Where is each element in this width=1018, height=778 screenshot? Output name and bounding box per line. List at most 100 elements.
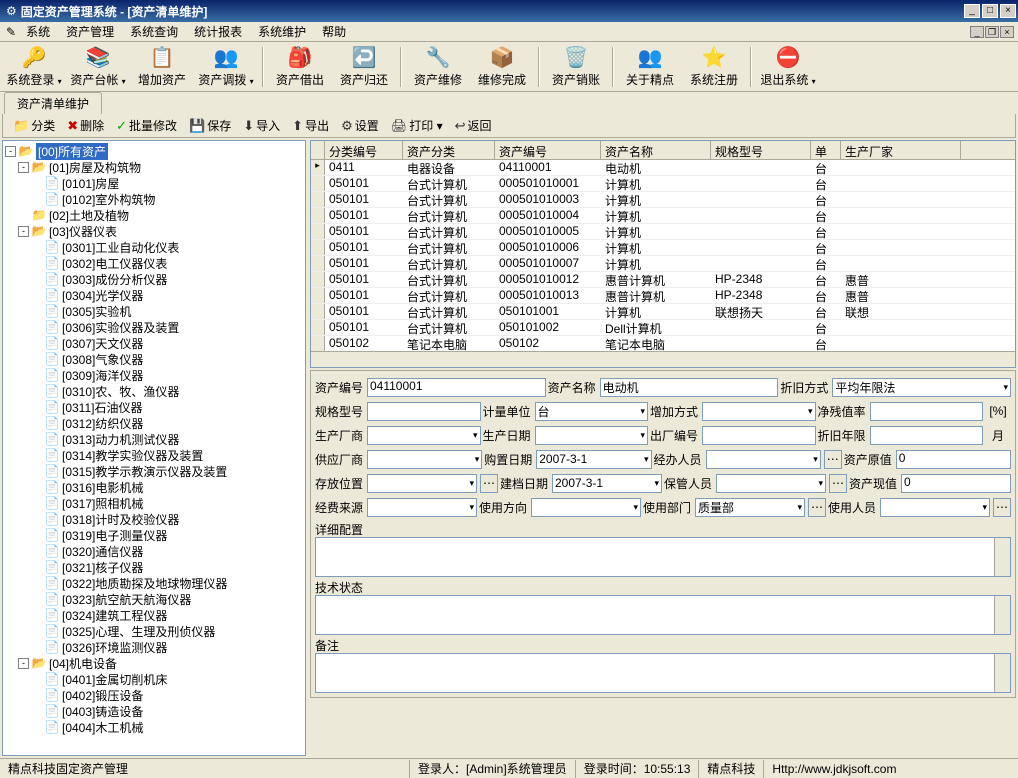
tree-node[interactable]: -📂[04]机电设备 xyxy=(5,655,303,671)
tree-node[interactable]: 📄[0404]木工机械 xyxy=(5,719,303,735)
col-资产名称[interactable]: 资产名称 xyxy=(601,141,711,159)
sb-设置[interactable]: ⚙设置 xyxy=(335,115,385,136)
table-row[interactable]: ▸0411电器设备04110001电动机台 xyxy=(311,160,1015,176)
input-规格型号[interactable] xyxy=(367,402,481,421)
input-折旧年限[interactable] xyxy=(870,426,984,445)
input-存放位置[interactable] xyxy=(367,474,477,493)
col-分类编号[interactable]: 分类编号 xyxy=(325,141,403,159)
tree-node[interactable]: 📄[0323]航空航天航海仪器 xyxy=(5,591,303,607)
tree-node[interactable]: 📄[0305]实验机 xyxy=(5,303,303,319)
lookup-button[interactable]: ⋯ xyxy=(480,474,498,493)
tb-资产维修[interactable]: 🔧资产维修 xyxy=(406,44,470,90)
table-row[interactable]: 050101台式计算机000501010004计算机台 xyxy=(311,208,1015,224)
tree-node[interactable]: 📄[0313]动力机测试仪器 xyxy=(5,431,303,447)
tree-node[interactable]: 📄[0403]铸造设备 xyxy=(5,703,303,719)
tree-node[interactable]: 📄[0318]计时及校验仪器 xyxy=(5,511,303,527)
tree-node[interactable]: 📄[0401]金属切削机床 xyxy=(5,671,303,687)
input-资产原值[interactable]: 0 xyxy=(896,450,1011,469)
tree-node[interactable]: 📄[0321]核子仪器 xyxy=(5,559,303,575)
input-建档日期[interactable]: 2007-3-1 xyxy=(552,474,662,493)
mdi-restore[interactable]: ❐ xyxy=(985,26,999,38)
input-出厂编号[interactable] xyxy=(702,426,816,445)
tree-node[interactable]: 📄[0310]农、牧、渔仪器 xyxy=(5,383,303,399)
lookup-button[interactable]: ⋯ xyxy=(808,498,826,517)
close-button[interactable]: × xyxy=(1000,4,1016,18)
input-折旧方式[interactable]: 平均年限法 xyxy=(832,378,1011,397)
tree-node[interactable]: 📄[0316]电影机械 xyxy=(5,479,303,495)
tb-退出系统[interactable]: ⛔退出系统 ▾ xyxy=(756,44,820,90)
menu-系统查询[interactable]: 系统查询 xyxy=(122,21,186,42)
input-使用方向[interactable] xyxy=(531,498,641,517)
tree-node[interactable]: 📄[0326]环境监测仪器 xyxy=(5,639,303,655)
input-资产名称[interactable]: 电动机 xyxy=(600,378,779,397)
menu-资产管理[interactable]: 资产管理 xyxy=(58,21,122,42)
tree-node[interactable]: 📄[0312]纺织仪器 xyxy=(5,415,303,431)
input-经办人员[interactable] xyxy=(706,450,821,469)
table-row[interactable]: 050101台式计算机000501010006计算机台 xyxy=(311,240,1015,256)
mdi-minimize[interactable]: _ xyxy=(970,26,984,38)
tree-node[interactable]: 📄[0317]照相机械 xyxy=(5,495,303,511)
minimize-button[interactable]: _ xyxy=(964,4,980,18)
tree-node[interactable]: 📄[0315]教学示教演示仪器及装置 xyxy=(5,463,303,479)
tree-node[interactable]: -📂[01]房屋及构筑物 xyxy=(5,159,303,175)
sb-导入[interactable]: ⬇导入 xyxy=(237,115,286,136)
table-row[interactable]: 050101台式计算机050101002Dell计算机台 xyxy=(311,320,1015,336)
input-计量单位[interactable]: 台 xyxy=(535,402,649,421)
textarea-技术状态[interactable] xyxy=(315,595,1011,635)
tb-资产调拨[interactable]: 👥资产调拨 ▾ xyxy=(194,44,258,90)
textarea-详细配置[interactable] xyxy=(315,537,1011,577)
lookup-button[interactable]: ⋯ xyxy=(824,450,842,469)
menu-系统[interactable]: 系统 xyxy=(18,21,58,42)
input-使用人员[interactable] xyxy=(880,498,990,517)
sb-导出[interactable]: ⬆导出 xyxy=(286,115,335,136)
input-经费来源[interactable] xyxy=(367,498,477,517)
sb-删除[interactable]: ✖删除 xyxy=(61,115,110,136)
input-购置日期[interactable]: 2007-3-1 xyxy=(536,450,651,469)
tree-node[interactable]: 📄[0307]天文仪器 xyxy=(5,335,303,351)
menu-帮助[interactable]: 帮助 xyxy=(314,21,354,42)
menu-统计报表[interactable]: 统计报表 xyxy=(186,21,250,42)
input-生产日期[interactable] xyxy=(535,426,649,445)
sb-分类[interactable]: 📁分类 xyxy=(7,115,61,136)
tree-node[interactable]: 📄[0308]气象仪器 xyxy=(5,351,303,367)
table-row[interactable]: 050101台式计算机000501010013惠普计算机HP-2348台惠普 xyxy=(311,288,1015,304)
tb-系统登录[interactable]: 🔑系统登录 ▾ xyxy=(2,44,66,90)
tree-node[interactable]: -📂[03]仪器仪表 xyxy=(5,223,303,239)
table-row[interactable]: 050101台式计算机000501010012惠普计算机HP-2348台惠普 xyxy=(311,272,1015,288)
tb-资产借出[interactable]: 🎒资产借出 xyxy=(268,44,332,90)
col-单位[interactable]: 单位 xyxy=(811,141,841,159)
table-row[interactable]: 050102笔记本电脑050102笔记本电脑台 xyxy=(311,336,1015,351)
tb-增加资产[interactable]: 📋增加资产 xyxy=(130,44,194,90)
input-增加方式[interactable] xyxy=(702,402,816,421)
tree-node[interactable]: 📄[0306]实验仪器及装置 xyxy=(5,319,303,335)
tree-node[interactable]: 📄[0319]电子测量仪器 xyxy=(5,527,303,543)
tb-系统注册[interactable]: ⭐系统注册 xyxy=(682,44,746,90)
tree-node[interactable]: 📄[0309]海洋仪器 xyxy=(5,367,303,383)
tree-node[interactable]: 📄[0302]电工仪器仪表 xyxy=(5,255,303,271)
input-生产厂商[interactable] xyxy=(367,426,481,445)
tree-node[interactable]: 📄[0311]石油仪器 xyxy=(5,399,303,415)
tree-node[interactable]: 📄[0324]建筑工程仪器 xyxy=(5,607,303,623)
input-使用部门[interactable]: 质量部 xyxy=(695,498,805,517)
mdi-close[interactable]: × xyxy=(1000,26,1014,38)
tree-node[interactable]: 📄[0322]地质勘探及地球物理仪器 xyxy=(5,575,303,591)
tree-node[interactable]: 📄[0402]锻压设备 xyxy=(5,687,303,703)
tree-node[interactable]: 📄[0314]教学实验仪器及装置 xyxy=(5,447,303,463)
tree-node[interactable]: 📄[0320]通信仪器 xyxy=(5,543,303,559)
col-资产分类[interactable]: 资产分类 xyxy=(403,141,495,159)
tree-node[interactable]: 📄[0101]房屋 xyxy=(5,175,303,191)
menu-系统维护[interactable]: 系统维护 xyxy=(250,21,314,42)
col-生产厂家[interactable]: 生产厂家 xyxy=(841,141,961,159)
tree-node[interactable]: 📄[0301]工业自动化仪表 xyxy=(5,239,303,255)
lookup-button[interactable]: ⋯ xyxy=(993,498,1011,517)
textarea-备注[interactable] xyxy=(315,653,1011,693)
sb-保存[interactable]: 💾保存 xyxy=(183,115,237,136)
input-资产现值[interactable]: 0 xyxy=(901,474,1011,493)
tb-关于精点[interactable]: 👥关于精点 xyxy=(618,44,682,90)
tree-node[interactable]: 📄[0325]心理、生理及刑侦仪器 xyxy=(5,623,303,639)
tree-node[interactable]: 📄[0102]室外构筑物 xyxy=(5,191,303,207)
tree-node[interactable]: 📁[02]土地及植物 xyxy=(5,207,303,223)
lookup-button[interactable]: ⋯ xyxy=(829,474,847,493)
tb-资产销账[interactable]: 🗑️资产销账 xyxy=(544,44,608,90)
col-资产编号[interactable]: 资产编号 xyxy=(495,141,601,159)
